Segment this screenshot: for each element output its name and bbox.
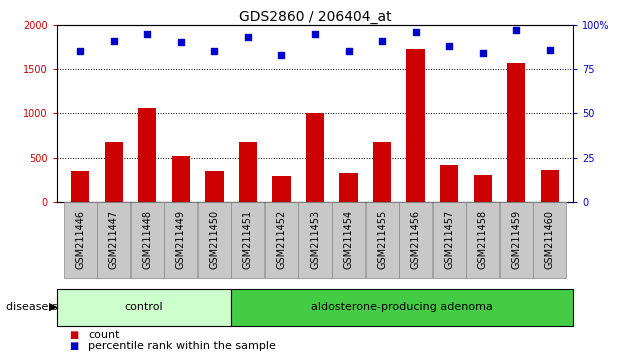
Text: percentile rank within the sample: percentile rank within the sample xyxy=(88,341,276,351)
Text: GSM211455: GSM211455 xyxy=(377,210,387,269)
Text: GSM211460: GSM211460 xyxy=(545,210,555,269)
Point xyxy=(377,38,387,44)
Bar xyxy=(340,173,358,202)
Bar xyxy=(306,113,324,202)
Bar xyxy=(373,142,391,202)
Text: GSM211454: GSM211454 xyxy=(343,210,353,269)
Text: GSM211450: GSM211450 xyxy=(209,210,219,269)
Text: GSM211448: GSM211448 xyxy=(142,210,152,269)
Bar xyxy=(105,142,123,202)
Point xyxy=(277,52,287,58)
Bar xyxy=(406,49,425,202)
Text: GSM211452: GSM211452 xyxy=(277,210,287,269)
Text: count: count xyxy=(88,330,120,339)
Bar xyxy=(474,175,492,202)
Text: disease state: disease state xyxy=(6,302,81,312)
Bar xyxy=(171,156,190,202)
Bar xyxy=(272,176,290,202)
Point xyxy=(243,34,253,40)
Text: GSM211459: GSM211459 xyxy=(512,210,521,269)
Point xyxy=(310,31,320,36)
Text: GSM211453: GSM211453 xyxy=(310,210,320,269)
Text: ■: ■ xyxy=(69,341,79,351)
Text: aldosterone-producing adenoma: aldosterone-producing adenoma xyxy=(311,302,493,312)
Point xyxy=(142,31,152,36)
Bar xyxy=(507,63,525,202)
Point xyxy=(478,50,488,56)
Bar xyxy=(239,143,257,202)
Bar xyxy=(541,170,559,202)
Point xyxy=(209,48,219,54)
Text: GSM211451: GSM211451 xyxy=(243,210,253,269)
Bar xyxy=(71,171,89,202)
Point xyxy=(75,48,85,54)
Text: GSM211446: GSM211446 xyxy=(75,210,85,269)
Title: GDS2860 / 206404_at: GDS2860 / 206404_at xyxy=(239,10,391,24)
Point xyxy=(444,43,454,49)
Text: control: control xyxy=(125,302,163,312)
Text: GSM211447: GSM211447 xyxy=(109,210,118,269)
Text: GSM211456: GSM211456 xyxy=(411,210,421,269)
Text: ▶: ▶ xyxy=(49,302,57,312)
Point xyxy=(511,27,521,33)
Point xyxy=(343,48,353,54)
Bar xyxy=(138,108,156,202)
Bar xyxy=(440,165,459,202)
Text: GSM211458: GSM211458 xyxy=(478,210,488,269)
Bar xyxy=(205,171,224,202)
Text: GSM211449: GSM211449 xyxy=(176,210,186,269)
Point xyxy=(545,47,555,52)
Point xyxy=(411,29,421,35)
Text: GSM211457: GSM211457 xyxy=(444,210,454,269)
Text: ■: ■ xyxy=(69,330,79,339)
Point xyxy=(176,40,186,45)
Point xyxy=(109,38,119,44)
